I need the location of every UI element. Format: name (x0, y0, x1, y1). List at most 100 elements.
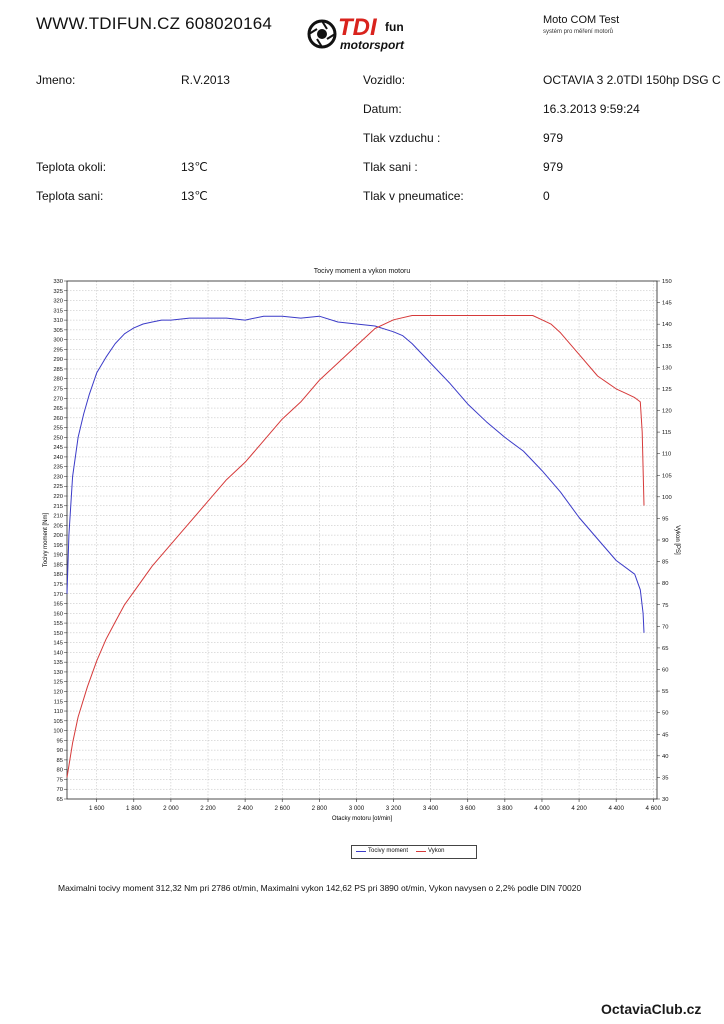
chart-legend: Tocivy moment Vykon (351, 845, 477, 859)
y-tick-label: 170 (53, 592, 63, 598)
y-tick-label: 260 (53, 416, 63, 422)
y2-tick-label: 45 (662, 732, 668, 738)
y2-tick-label: 105 (662, 473, 672, 479)
y2-tick-label: 140 (662, 322, 672, 328)
y-tick-label: 205 (53, 523, 63, 529)
y-tick-label: 85 (57, 758, 63, 764)
y2-tick-label: 110 (662, 452, 671, 458)
y2-tick-label: 130 (662, 365, 672, 371)
y-tick-label: 90 (57, 748, 63, 754)
logo-fun-text: fun (385, 20, 404, 34)
logo-motorsport-text: motorsport (340, 38, 404, 52)
y-tick-label: 65 (57, 797, 63, 803)
y-axis-label: Tocivy moment [Nm] (43, 512, 49, 567)
y2-tick-label: 55 (662, 689, 668, 695)
y2-tick-label: 80 (662, 581, 668, 587)
y-tick-label: 200 (53, 533, 63, 539)
y2-tick-label: 30 (662, 797, 668, 803)
y-tick-label: 175 (53, 582, 63, 588)
vozidlo-value: OCTAVIA 3 2.0TDI 150hp DSG C (543, 73, 721, 87)
summary-text: Maximalni tocivy moment 312,32 Nm pri 27… (58, 883, 582, 893)
x-tick-label: 2 200 (200, 805, 216, 812)
y-tick-label: 150 (53, 631, 63, 637)
chart-series (66, 315, 645, 778)
tlak-vzduchu-value: 979 (543, 131, 564, 145)
y2-tick-label: 145 (662, 301, 672, 307)
legend-swatch-power (416, 851, 426, 852)
y-tick-label: 155 (53, 621, 63, 627)
y-tick-label: 105 (53, 719, 63, 725)
tdifun-logo: TDI fun motorsport (305, 14, 425, 54)
y-tick-label: 310 (53, 318, 63, 324)
x-tick-label: 4 200 (571, 805, 587, 812)
y2-tick-label: 95 (662, 516, 668, 522)
y2-tick-label: 35 (662, 775, 668, 781)
dyno-chart: 1 600 1 800 2 000 2 200 2 400 2 600 2 800 3 000… (43, 279, 680, 822)
y-tick-label: 270 (53, 396, 63, 402)
x-tick-label: 3 200 (386, 805, 402, 812)
y-tick-label: 160 (53, 611, 63, 617)
y2-tick-label: 100 (662, 495, 672, 501)
y-tick-label: 240 (53, 455, 63, 461)
y-tick-label: 125 (53, 680, 63, 686)
x-tick-label: 3 800 (497, 805, 513, 812)
y-tick-label: 120 (53, 689, 63, 695)
y2-tick-label: 135 (662, 344, 672, 350)
motocom-title: Moto COM Test (543, 14, 620, 26)
teplota-sani-label: Teplota sani: (36, 189, 104, 203)
y-tick-label: 295 (53, 347, 63, 353)
y-tick-label: 235 (53, 465, 63, 471)
y-tick-label: 280 (53, 377, 63, 383)
y-tick-label: 265 (53, 406, 63, 412)
x-tick-label: 2 400 (237, 805, 253, 812)
legend-label-torque: Tocivy moment (368, 848, 409, 854)
y-tick-label: 225 (53, 484, 63, 490)
x-axis-label: Otacky motoru [ot/min] (332, 816, 393, 822)
x-tick-label: 1 800 (126, 805, 142, 812)
y-tick-label: 145 (53, 641, 63, 647)
legend-label-power: Vykon (428, 848, 445, 854)
y-tick-label: 190 (53, 553, 63, 559)
x-tick-label: 4 400 (608, 805, 624, 812)
y-tick-label: 245 (53, 445, 63, 451)
y-tick-label: 180 (53, 572, 63, 578)
y2-tick-label: 60 (662, 668, 668, 674)
y2-axis-label: Vykon [PS] (674, 525, 680, 555)
y2-tick-label: 90 (662, 538, 668, 544)
tlak-pneumatice-value: 0 (543, 189, 550, 203)
torque-series-line (66, 315, 645, 633)
y-tick-label: 115 (54, 699, 63, 705)
x-tick-label: 2 000 (163, 805, 179, 812)
y-tick-label: 185 (53, 562, 63, 568)
y-tick-label: 130 (53, 670, 63, 676)
y-tick-label: 100 (53, 729, 63, 735)
y2-tick-label: 40 (662, 754, 668, 760)
x-tick-label: 3 000 (349, 805, 365, 812)
y-tick-label: 220 (53, 494, 63, 500)
tlak-vzduchu-label: Tlak vzduchu : (363, 131, 441, 145)
y2-tick-label: 75 (662, 603, 668, 609)
y2-tick-label: 125 (662, 387, 672, 393)
tlak-sani-value: 979 (543, 160, 564, 174)
motocom-subtitle: systém pro měření motorů (543, 29, 614, 35)
teplota-okoli-value: 13℃ (181, 160, 208, 174)
y-tick-label: 325 (53, 289, 63, 295)
jmeno-label: Jmeno: (36, 73, 76, 87)
y-tick-label: 80 (57, 768, 63, 774)
datum-value: 16.3.2013 9:59:24 (543, 102, 640, 116)
y-tick-label: 210 (53, 514, 63, 520)
y-tick-label: 75 (57, 777, 63, 783)
y-tick-label: 315 (53, 308, 63, 314)
x-tick-label: 4 000 (534, 805, 550, 812)
y-tick-label: 195 (53, 543, 63, 549)
y2-tick-label: 150 (662, 279, 672, 285)
y-tick-label: 95 (57, 738, 63, 744)
y2-tick-label: 120 (662, 409, 672, 415)
x-tick-label: 1 600 (89, 805, 105, 812)
y-tick-label: 255 (53, 426, 63, 432)
y-tick-label: 285 (53, 367, 63, 373)
x-tick-label: 4 600 (646, 805, 662, 812)
y-tick-label: 215 (53, 504, 63, 510)
logo-tdi-text: TDI (338, 14, 377, 41)
y-tick-label: 305 (53, 328, 63, 334)
